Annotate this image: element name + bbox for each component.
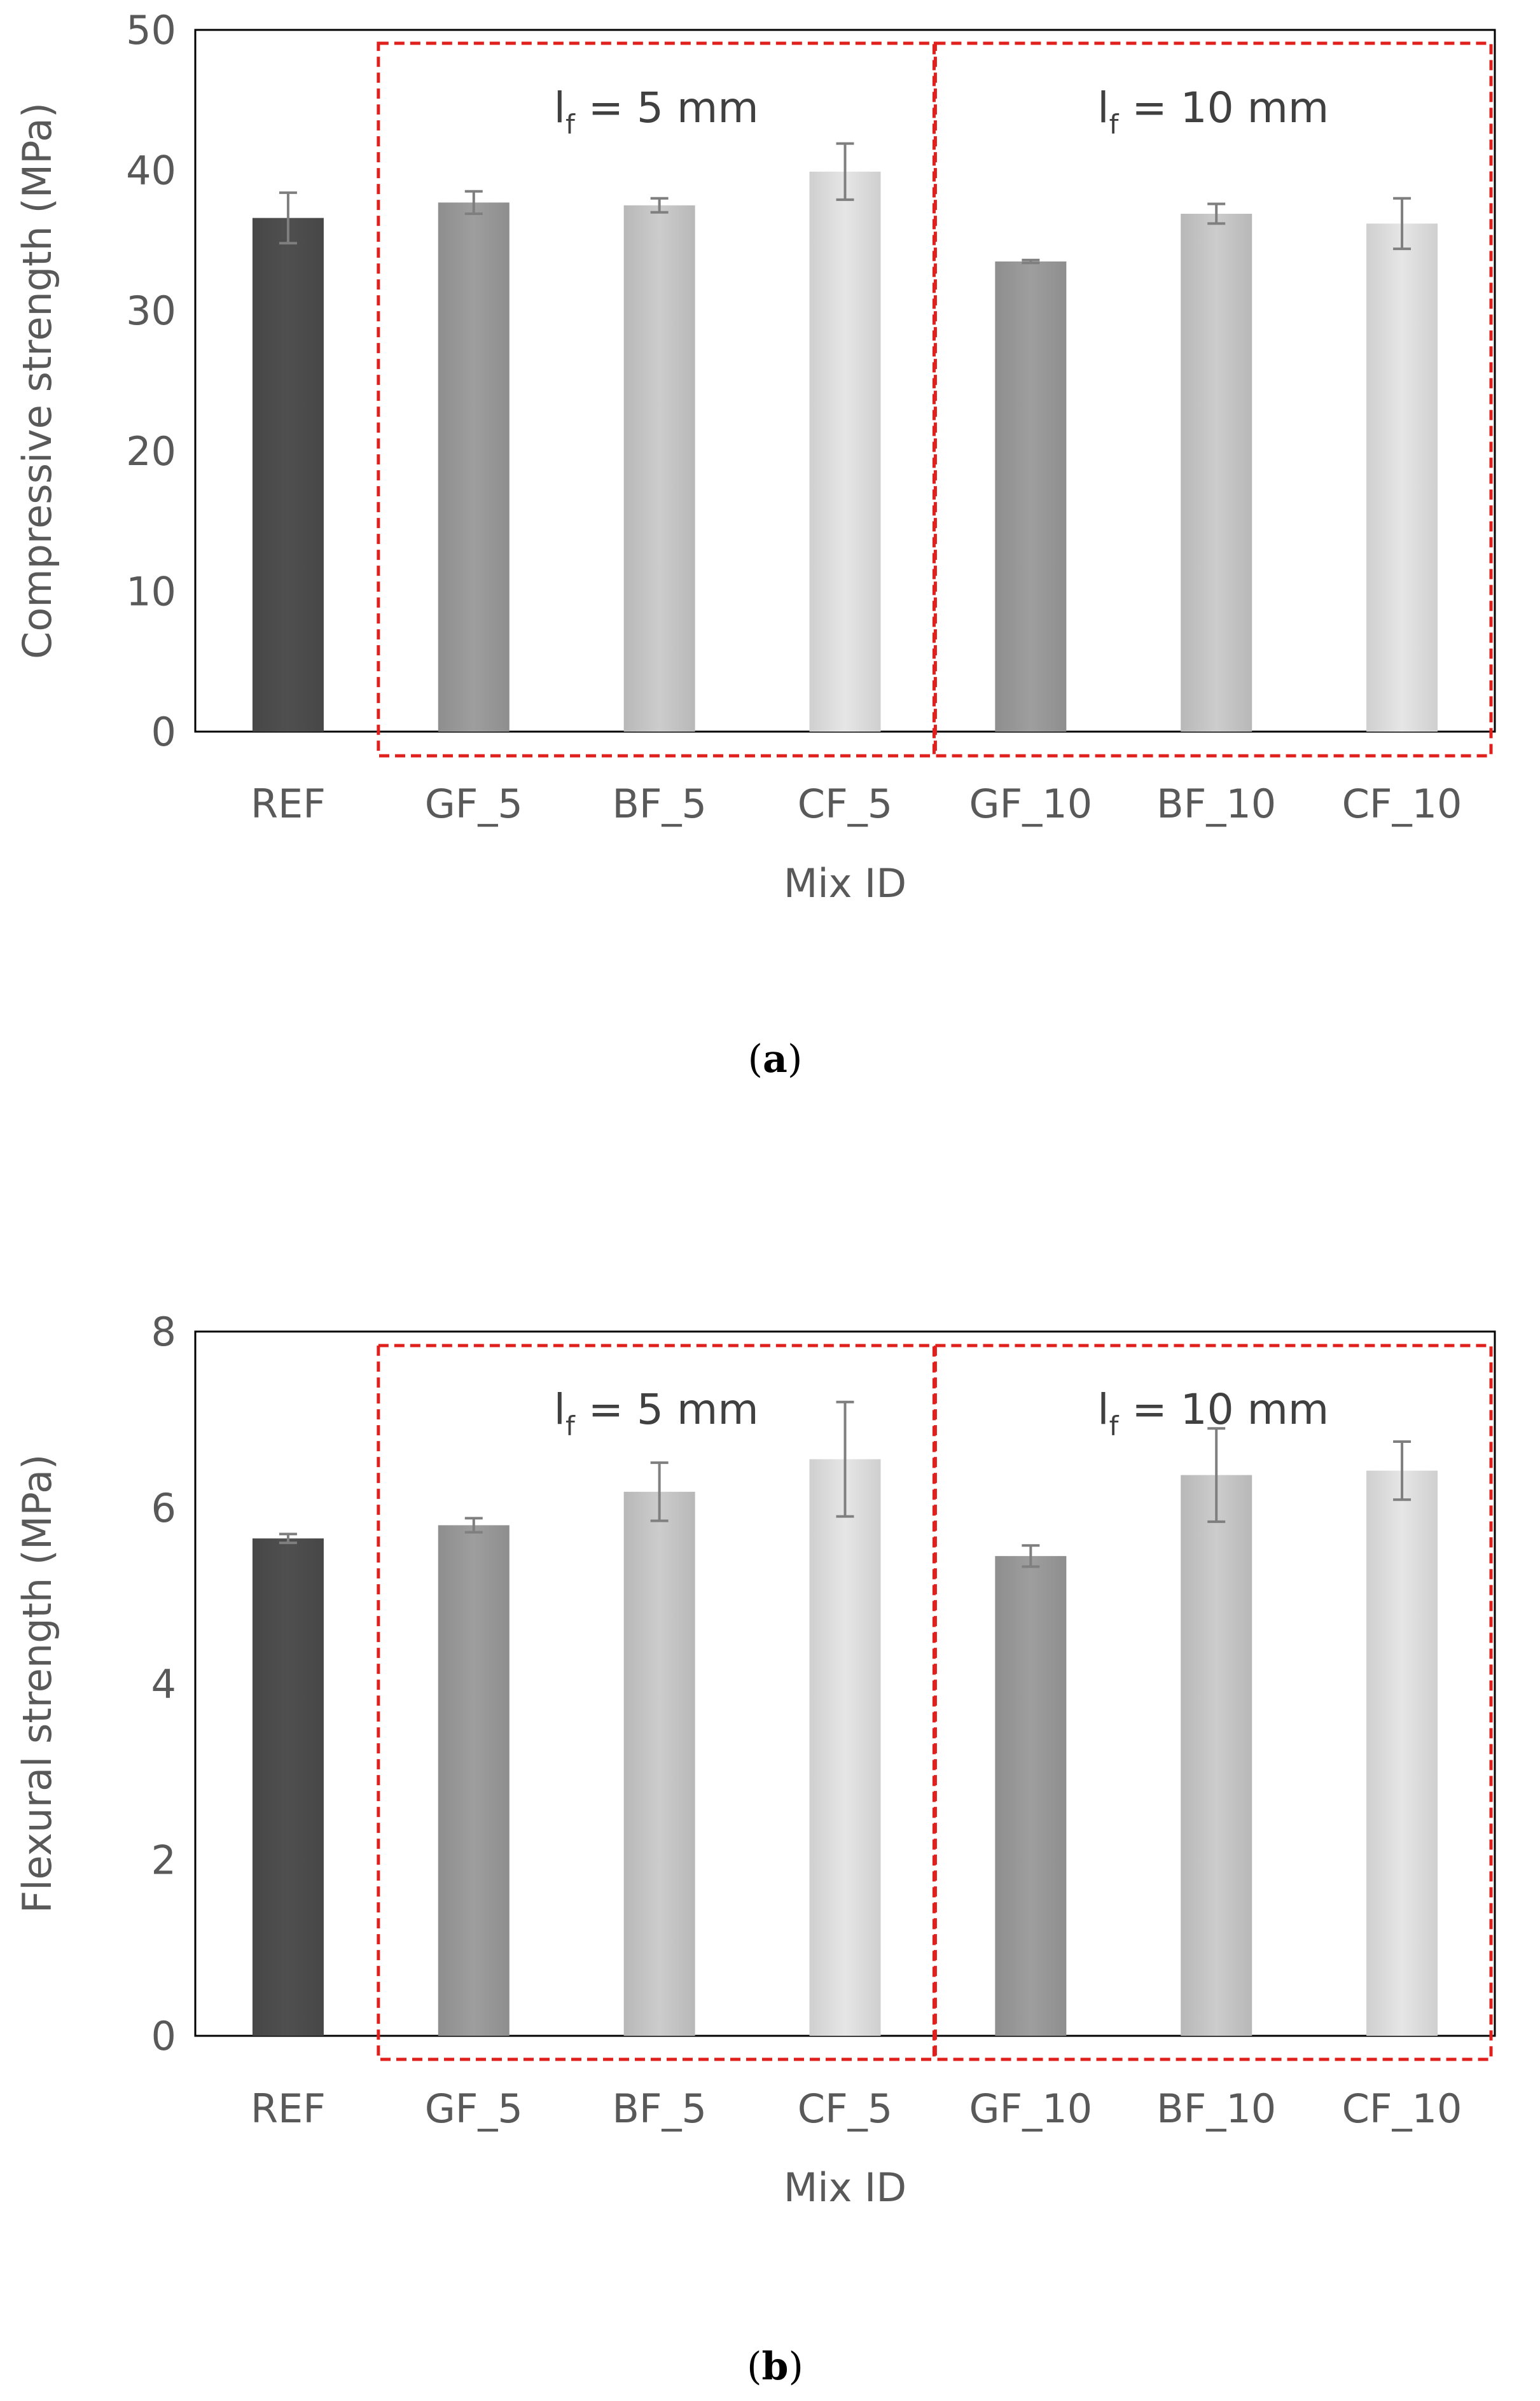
y-axis-title: Compressive strength (MPa) [14,102,60,659]
x-tick-label: CF_5 [798,2085,892,2132]
bar-bf-5 [623,205,695,732]
error-bar-bf-10 [1207,202,1226,225]
error-bar-bf-5 [650,1461,669,1522]
error-bar-gf-5 [464,1517,483,1534]
y-tick-label: 0 [151,709,176,755]
error-bar-ref [279,1533,297,1545]
error-bar-bf-5 [650,197,669,214]
y-tick-label: 20 [126,428,176,475]
x-tick-label: GF_10 [969,2085,1093,2132]
group-label-1: lf = 5 mm [554,83,759,140]
y-tick-label: 0 [151,2013,176,2059]
y-tick-label: 50 [126,7,176,53]
error-bar-cf-10 [1393,197,1412,251]
group-box-2 [933,1344,1493,2061]
bar-cf-10 [1366,1470,1438,2036]
error-bar-cf-5 [836,142,854,201]
chart-panel-b: 0 2 4 6 8 REF GF_5 BF_5 CF_5 GF_10 BF_10 CF_10 lf = … [14,1309,1496,2389]
error-bar-gf-10 [1022,258,1040,265]
x-axis-title: Mix ID [784,860,906,907]
y-tick-label: 40 [126,148,176,194]
bar-bf-10 [1181,1475,1252,2036]
bar-cf-5 [809,171,881,732]
error-bar-gf-5 [464,190,483,215]
x-tick-label: CF_10 [1342,2085,1462,2132]
y-tick-label: 6 [151,1485,176,1531]
error-bar-cf-10 [1393,1440,1412,1501]
x-tick-label: GF_5 [425,781,523,827]
x-tick-label: GF_10 [969,781,1093,827]
bar-bf-10 [1181,213,1252,732]
group-label-1: lf = 5 mm [554,1385,759,1442]
group-label-2: lf = 10 mm [1097,83,1329,140]
x-tick-label: GF_5 [425,2085,523,2132]
bar-cf-5 [809,1459,881,2036]
bar-cf-10 [1366,223,1438,732]
bar-bf-5 [623,1491,695,2036]
y-tick-label: 30 [126,288,176,334]
x-tick-label: REF [251,781,326,827]
bar-ref [252,1538,324,2036]
x-tick-label: BF_5 [612,781,707,827]
bar-gf-5 [438,1525,510,2036]
x-tick-label: REF [251,2085,326,2132]
group-box-2 [933,41,1493,758]
bar-gf-10 [995,1555,1067,2036]
y-tick-label: 2 [151,1837,176,1883]
y-tick-label: 8 [151,1309,176,1355]
x-tick-label: BF_10 [1156,2085,1276,2132]
y-axis-title: Flexural strength (MPa) [14,1454,60,1914]
y-tick-label: 10 [126,568,176,615]
bar-ref [252,218,324,732]
error-bar-bf-10 [1207,1427,1226,1523]
panel-label-a: (a) [748,1037,803,1082]
x-tick-label: BF_10 [1156,781,1276,827]
x-tick-label: BF_5 [612,2085,707,2132]
bar-gf-5 [438,202,510,732]
bar-gf-10 [995,261,1067,732]
chart-panel-a: 0 10 20 30 40 50 REF GF_5 BF_5 CF_5 GF_10 BF_10 CF_1… [14,7,1496,1082]
error-bar-ref [279,191,297,245]
error-bar-gf-10 [1022,1544,1040,1568]
panel-label-b: (b) [747,2344,803,2389]
x-tick-label: CF_10 [1342,781,1462,827]
group-label-2: lf = 10 mm [1097,1385,1329,1442]
error-bar-cf-5 [836,1400,854,1518]
y-tick-label: 4 [151,1661,176,1708]
x-axis-title: Mix ID [784,2164,906,2211]
x-tick-label: CF_5 [798,781,892,827]
